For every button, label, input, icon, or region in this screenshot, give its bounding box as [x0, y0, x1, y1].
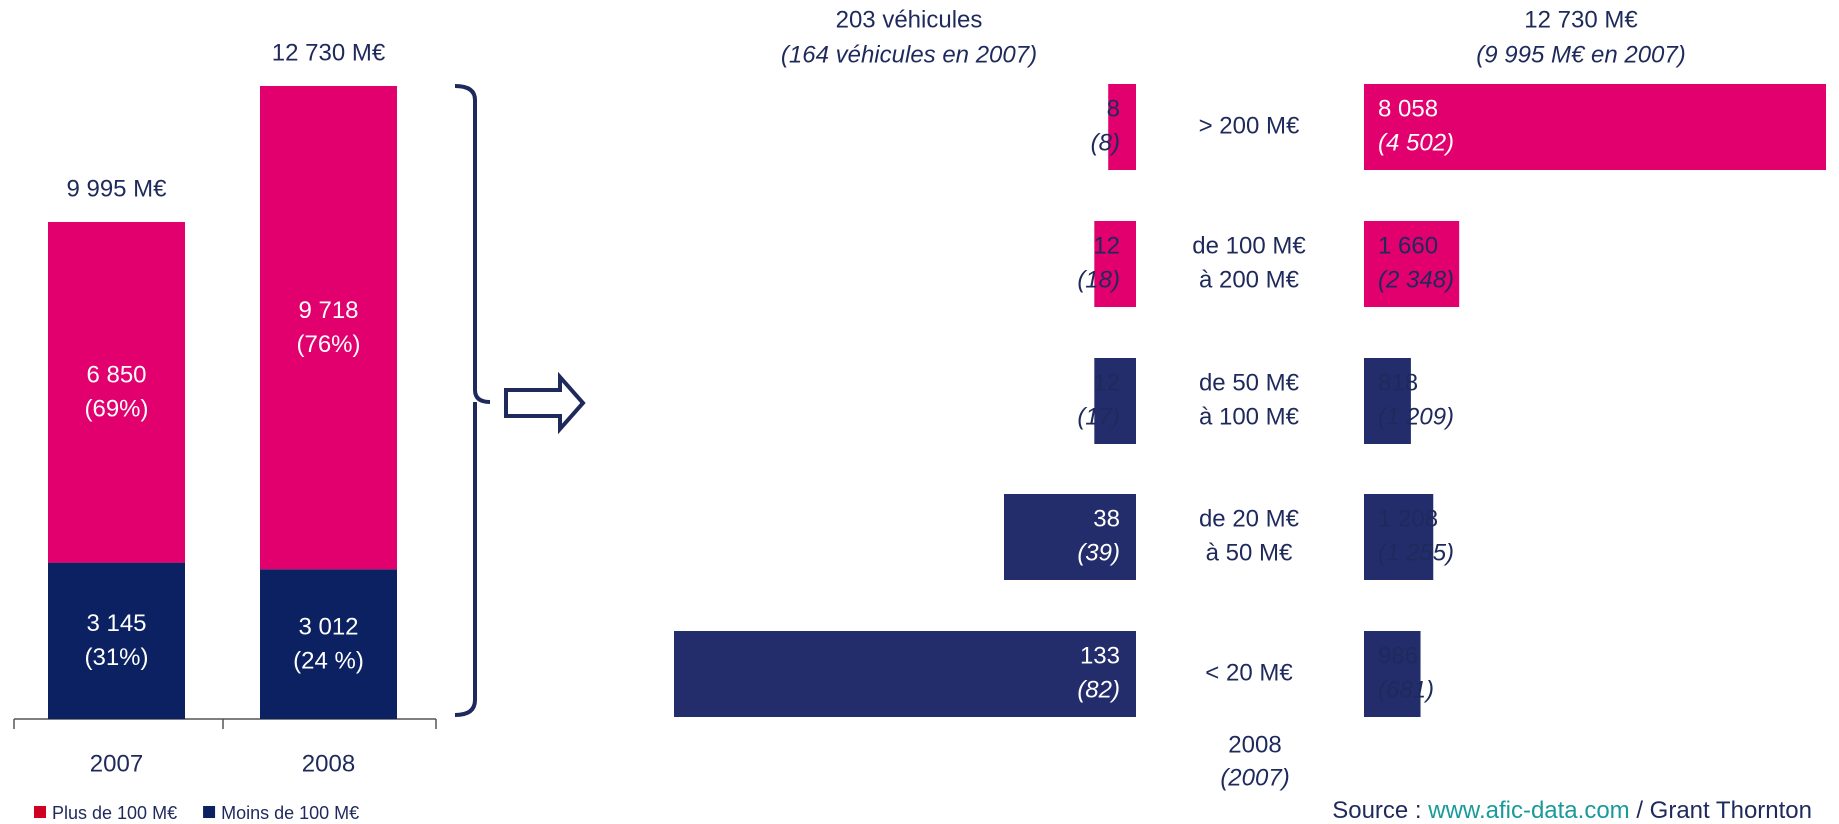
- value-label: 3 012: [298, 613, 358, 640]
- legend-swatch: [34, 806, 46, 818]
- legend-label: Plus de 100 M€: [52, 803, 177, 823]
- year-label: 2008: [1228, 731, 1281, 758]
- source-prefix: Source :: [1332, 797, 1428, 824]
- left-value: 38: [1093, 505, 1120, 532]
- left-previous: (82): [1077, 676, 1120, 703]
- total-label: 12 730 M€: [272, 39, 386, 66]
- legend-label: Moins de 100 M€: [221, 803, 359, 823]
- year-label: (2007): [1220, 764, 1289, 791]
- right-previous: (2 348): [1378, 266, 1454, 293]
- bar-segment: [48, 562, 185, 719]
- category-label: de 20 M€: [1199, 505, 1300, 532]
- left-value: 133: [1080, 642, 1120, 669]
- right-previous: (1 209): [1378, 403, 1454, 430]
- category-label: à 50 M€: [1206, 539, 1293, 566]
- source-suffix: / Grant Thornton: [1630, 797, 1812, 824]
- share-label: (31%): [84, 644, 148, 671]
- left-bar: [1094, 221, 1136, 307]
- category-label: de 50 M€: [1199, 369, 1300, 396]
- right-value: 1 208: [1378, 505, 1438, 532]
- bracket: [454, 84, 491, 717]
- left-previous: (17): [1077, 403, 1120, 430]
- right-bar: [1364, 221, 1460, 307]
- left-subtitle: (164 véhicules en 2007): [781, 41, 1037, 68]
- category-label: > 200 M€: [1199, 112, 1300, 139]
- share-label: (69%): [84, 396, 148, 423]
- left-bar: [1108, 84, 1136, 170]
- left-value: 12: [1093, 369, 1120, 396]
- left-bar: [1094, 358, 1136, 444]
- bar-segment: [260, 569, 397, 719]
- source: Source : www.afic-data.com / Grant Thorn…: [1332, 797, 1812, 824]
- right-previous: (4 502): [1378, 129, 1454, 156]
- category-label: < 20 M€: [1205, 659, 1293, 686]
- source-link[interactable]: www.afic-data.com: [1427, 797, 1629, 824]
- left-title: 203 véhicules: [836, 6, 983, 33]
- bar-segment: [48, 221, 185, 563]
- right-value: 818: [1378, 369, 1418, 396]
- left-value: 12: [1093, 232, 1120, 259]
- value-label: 6 850: [86, 362, 146, 389]
- right-title: 12 730 M€: [1524, 6, 1638, 33]
- right-bar: [1364, 631, 1421, 717]
- right-bar: [1364, 494, 1434, 580]
- left-value: 8: [1107, 95, 1120, 122]
- left-previous: (39): [1077, 539, 1120, 566]
- left-previous: (8): [1091, 129, 1120, 156]
- right-value: 986: [1378, 642, 1418, 669]
- right-previous: (681): [1378, 676, 1434, 703]
- category-label: à 100 M€: [1199, 403, 1300, 430]
- right-bar: [1364, 358, 1411, 444]
- left-bar: [1004, 494, 1136, 580]
- share-label: (76%): [296, 331, 360, 358]
- legend-swatch: [203, 806, 216, 818]
- right-value: 1 660: [1378, 232, 1438, 259]
- left-bar: [674, 631, 1136, 717]
- share-label: (24 %): [293, 647, 364, 674]
- right-previous: (1 255): [1378, 539, 1454, 566]
- left-previous: (18): [1077, 266, 1120, 293]
- category-label: à 200 M€: [1199, 266, 1300, 293]
- x-tick-label: 2008: [302, 750, 355, 777]
- category-label: de 100 M€: [1192, 232, 1306, 259]
- total-label: 9 995 M€: [66, 175, 167, 202]
- value-label: 3 145: [86, 610, 146, 637]
- x-tick-label: 2007: [90, 750, 143, 777]
- value-label: 9 718: [298, 297, 358, 324]
- bar-segment: [260, 86, 397, 570]
- arrow: [504, 371, 586, 435]
- right-bar: [1364, 84, 1826, 170]
- right-subtitle: (9 995 M€ en 2007): [1476, 41, 1685, 68]
- right-value: 8 058: [1378, 95, 1438, 122]
